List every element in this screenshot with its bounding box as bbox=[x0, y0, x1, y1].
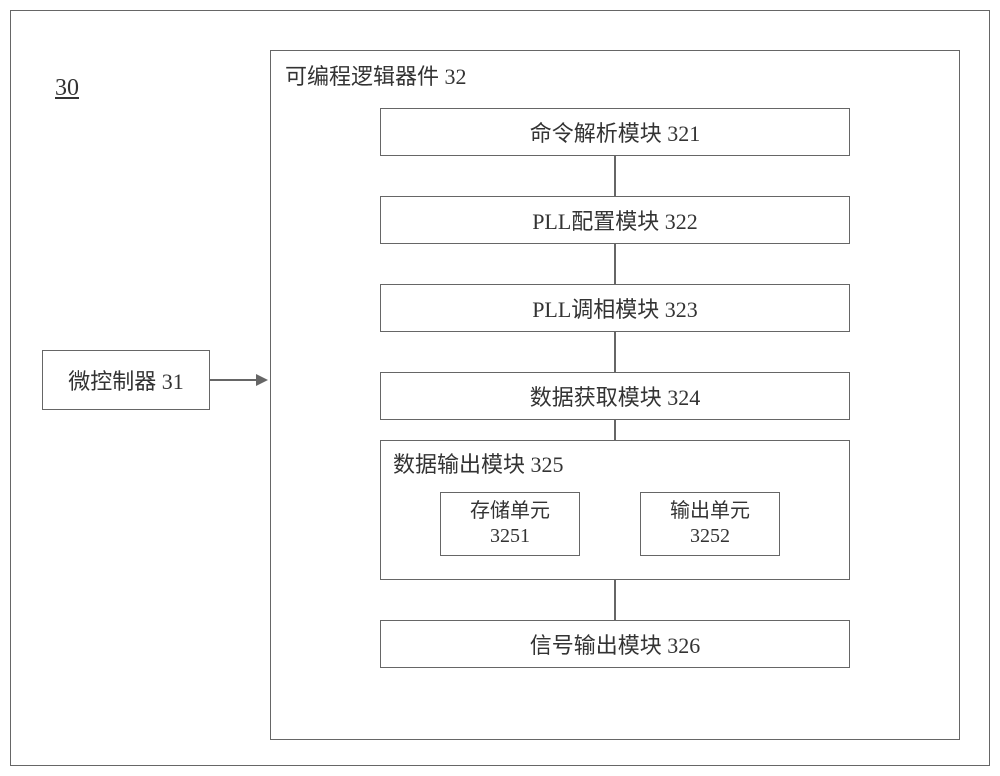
pll-phase-label: PLL调相模块 323 bbox=[532, 292, 698, 324]
conn-324-325 bbox=[614, 420, 616, 440]
storage-unit-label: 存储单元 3251 bbox=[470, 499, 550, 549]
pll-config-label: PLL配置模块 322 bbox=[532, 204, 698, 236]
data-out-title: 数据输出模块 325 bbox=[393, 447, 564, 479]
conn-323-324 bbox=[614, 332, 616, 372]
data-acq-module: 数据获取模块 324 bbox=[380, 372, 850, 420]
storage-unit: 存储单元 3251 bbox=[440, 492, 580, 556]
conn-325-326 bbox=[614, 580, 616, 620]
conn-322-323 bbox=[614, 244, 616, 284]
cmd-parse-label: 命令解析模块 321 bbox=[530, 116, 701, 148]
output-unit: 输出单元 3252 bbox=[640, 492, 780, 556]
mc-to-pld-line bbox=[210, 379, 258, 381]
sig-out-label: 信号输出模块 326 bbox=[530, 628, 701, 660]
output-unit-label: 输出单元 3252 bbox=[670, 499, 750, 549]
conn-321-322 bbox=[614, 156, 616, 196]
data-acq-label: 数据获取模块 324 bbox=[530, 380, 701, 412]
diagram-canvas: 30 微控制器 31 可编程逻辑器件 32 命令解析模块 321 PLL配置模块… bbox=[0, 0, 1000, 776]
pll-phase-module: PLL调相模块 323 bbox=[380, 284, 850, 332]
microcontroller-box: 微控制器 31 bbox=[42, 350, 210, 410]
mc-to-pld-arrow bbox=[256, 374, 268, 386]
pld-title: 可编程逻辑器件 32 bbox=[285, 59, 467, 91]
microcontroller-label: 微控制器 31 bbox=[68, 364, 184, 396]
pll-config-module: PLL配置模块 322 bbox=[380, 196, 850, 244]
sig-out-module: 信号输出模块 326 bbox=[380, 620, 850, 668]
system-id: 30 bbox=[55, 75, 79, 102]
cmd-parse-module: 命令解析模块 321 bbox=[380, 108, 850, 156]
